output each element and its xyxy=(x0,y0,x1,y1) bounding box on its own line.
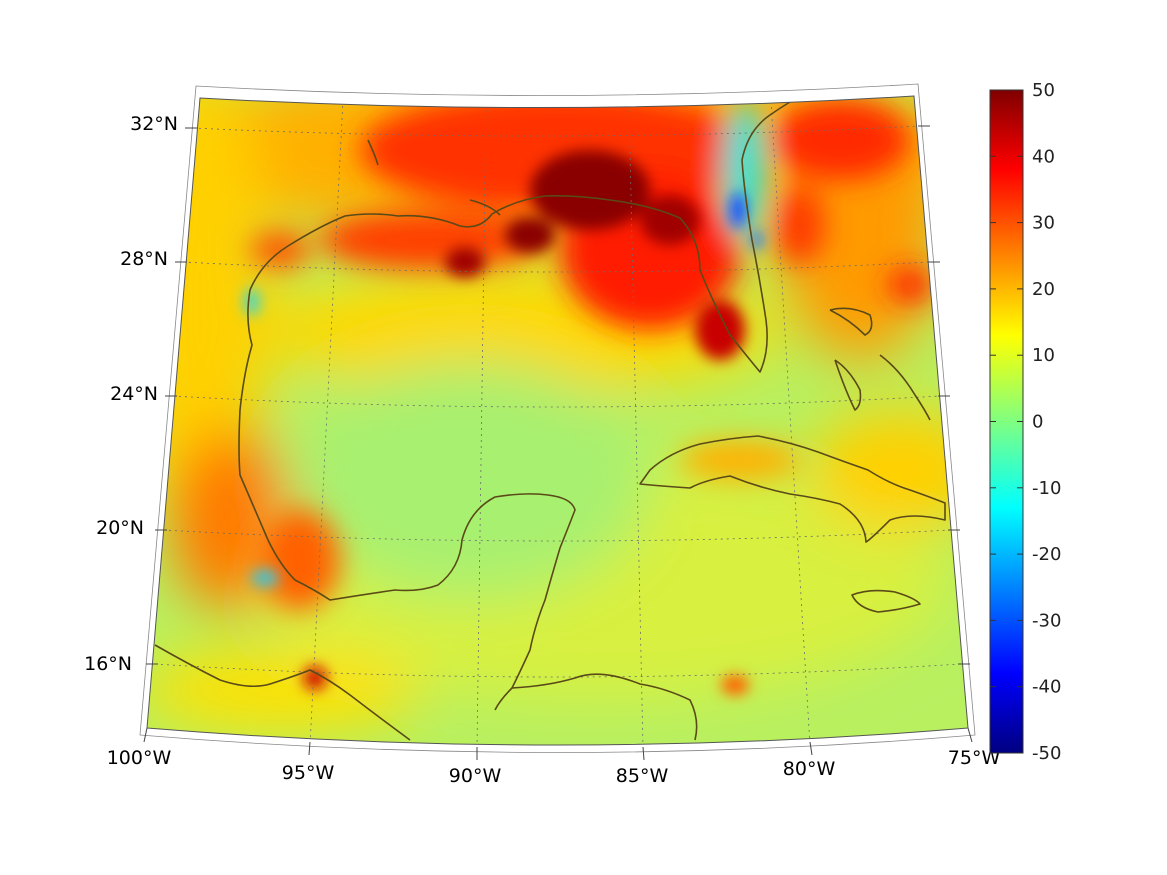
colorbar-tick-label: 0 xyxy=(1032,412,1043,433)
lon-label-80: 80°W xyxy=(783,758,836,780)
lat-label-16: 16°N xyxy=(84,653,132,675)
colorbar-tick-label: 50 xyxy=(1032,80,1055,101)
lon-label-85: 85°W xyxy=(616,765,669,787)
graticule xyxy=(154,99,961,745)
colorbar-tick-label: 30 xyxy=(1032,213,1055,234)
colorbar-tick-label: 40 xyxy=(1032,146,1055,167)
lat-label-28: 28°N xyxy=(120,248,168,270)
heatmap-field xyxy=(147,96,968,745)
colorbar-tick-label: -10 xyxy=(1032,478,1061,499)
colorbar-tick-label: -50 xyxy=(1032,743,1061,764)
lon-label-75: 75°W xyxy=(948,747,1001,769)
coastlines xyxy=(154,101,946,741)
colorbar: 50 40 30 20 10 0 -10 -20 -30 -40 -50 xyxy=(989,80,1061,764)
lat-label-24: 24°N xyxy=(110,383,158,405)
lon-labels: 100°W 95°W 90°W 85°W 80°W 75°W xyxy=(107,747,1001,787)
frame-ticks xyxy=(143,125,973,761)
lon-label-100: 100°W xyxy=(107,747,172,769)
lat-label-32: 32°N xyxy=(130,113,178,135)
map-frame-outer xyxy=(139,83,976,753)
map-frame xyxy=(146,95,969,746)
lon-label-95: 95°W xyxy=(282,762,335,784)
colorbar-ticks: 50 40 30 20 10 0 -10 -20 -30 -40 -50 xyxy=(990,80,1061,764)
lat-labels: 32°N 28°N 24°N 20°N 16°N xyxy=(84,113,178,675)
colorbar-tick-label: -20 xyxy=(1032,544,1061,565)
colorbar-tick-label: -40 xyxy=(1032,677,1061,698)
colorbar-tick-label: 10 xyxy=(1032,345,1055,366)
colorbar-tick-label: -30 xyxy=(1032,610,1061,631)
lat-label-20: 20°N xyxy=(96,517,144,539)
lon-label-90: 90°W xyxy=(449,765,502,787)
colorbar-tick-label: 20 xyxy=(1032,279,1055,300)
